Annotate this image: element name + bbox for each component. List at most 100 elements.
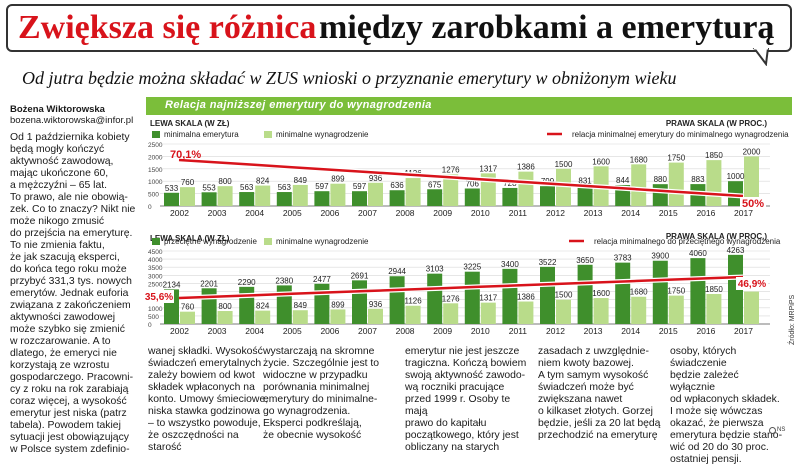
c2-bar-s2 [330,309,346,324]
c2-bar-s1 [352,280,367,324]
c2-x-label: 2010 [471,326,490,336]
c1-value-s2: 1276 [442,165,460,174]
c2-bar-s1 [314,283,330,324]
chart-header-bar [146,97,792,115]
chart1-right-axis-label: PRAWA SKALA (W PROC.) [666,119,768,128]
c2-bar-s2 [556,299,571,324]
author-name: Bożena Wiktorowska [10,104,105,115]
c2-x-label: 2004 [245,326,264,336]
article-column-4: emerytur nie jest jeszcze tragiczna. Koń… [405,346,527,453]
c2-bar-s2 [217,311,233,324]
c1-value-s2: 800 [218,177,232,186]
c1-bar-s2 [706,160,722,206]
c2-tick-label: 3500 [148,265,163,272]
c2-bar-s1 [464,271,480,324]
c2-bar-s1 [276,285,292,324]
c1-value-s1: 563 [240,183,254,192]
c1-value-s1: 706 [466,179,480,188]
c2-bar-s2 [518,301,534,324]
c2-value-s1: 4060 [689,249,707,258]
c2-bar-s2 [593,298,609,324]
c2-bar-s2 [744,291,759,324]
c2-tick-label: 4000 [148,257,163,264]
chart2-legend-swatch-2 [264,238,272,245]
c2-value-s1: 3650 [576,256,594,265]
c1-value-s1: 883 [691,175,705,184]
c1-bar-s2 [556,168,571,206]
ns-logo-icon [769,427,776,434]
title-box [6,4,792,52]
article-column-1: Od 1 października kobiety będą mogły koń… [10,132,136,455]
c1-x-label: 2006 [320,208,339,218]
c1-x-label: 2007 [358,208,377,218]
c2-value-s1: 2380 [275,276,293,285]
c2-tick-label: 0 [148,322,152,329]
c2-value-s2: 1276 [442,294,460,303]
source-note: Źródło: MRPiPS [789,294,796,345]
article-column-3: wystarczają na skromne życie. Szczególni… [263,346,380,441]
c2-bar-s1 [389,276,405,324]
chart-minimum-pension: LEWA SKALA (W ZŁ) PRAWA SKALA (W PROC.) … [148,119,789,218]
c1-bar-s1 [540,186,555,206]
c1-x-label: 2016 [696,208,715,218]
c2-x-label: 2017 [734,326,753,336]
c2-bar-s2 [631,296,647,324]
chart2-end-label-box [736,277,768,290]
c1-value-s1: 880 [654,175,668,184]
c1-x-label: 2014 [621,208,640,218]
c1-value-s2: 1317 [479,164,497,173]
chart2-start-label-box [144,290,174,303]
c2-value-s1: 2201 [200,279,218,288]
c2-tick-label: 500 [148,314,159,321]
c2-value-s2: 1680 [630,288,648,297]
chart2-legend-line: relacja minimalnego do przeciętnego wyna… [594,237,781,246]
c2-value-s2: 1500 [555,291,573,300]
c1-x-label: 2012 [546,208,565,218]
c2-bar-s2 [368,308,383,324]
c2-bar-s2 [706,293,722,324]
c2-bar-s1 [427,273,443,324]
headline-red: Zwiększa się różnica [18,9,317,46]
c2-x-label: 2011 [509,326,528,336]
c2-bar-s1 [652,260,668,324]
c1-value-s1: 597 [353,182,367,191]
c2-bar-s1 [690,258,706,324]
chart-average-wage: LEWA SKALA (W ZŁ) PRAWA SKALA (W PROC.) … [144,232,781,336]
subtitle: Od jutra będzie można składać w ZUS wnio… [22,68,677,88]
c2-value-s2: 936 [369,300,383,309]
c2-value-s2: 800 [218,302,232,311]
c1-bar-s1 [577,185,593,206]
chart1-legend-line: relacja minimalnej emerytury do minimaln… [572,130,789,139]
chart2-start-label: 35,6% [145,292,173,303]
c2-value-s1: 2944 [388,267,406,276]
c1-bar-s2 [443,174,459,206]
c1-bar-s1 [352,191,367,206]
c2-x-label: 2005 [283,326,302,336]
c1-value-s1: 533 [165,184,179,193]
c1-tick-label: 1500 [148,167,163,174]
c2-value-s2: 824 [256,302,270,311]
chart1-legend-swatch-1 [152,131,160,138]
c1-value-s2: 936 [369,174,383,183]
c2-bar-s1 [577,264,593,324]
c1-bar-s2 [330,183,346,206]
c1-value-s1: 675 [428,180,442,189]
c1-value-s2: 1850 [705,151,723,160]
c2-value-s2: 1317 [479,294,497,303]
article-column-2: wanej składki. Wysokość świadczeń emeryt… [148,346,269,453]
c2-x-label: 2006 [320,326,339,336]
author-email[interactable]: bozena.wiktorowska@infor.pl [10,115,134,126]
c1-bar-s2 [217,186,233,206]
c1-x-label: 2013 [584,208,603,218]
c2-value-s2: 1750 [667,287,685,296]
c1-bar-s1 [201,192,217,206]
c1-value-s1: 844 [616,176,630,185]
c2-bar-s1 [728,254,743,324]
c2-x-label: 2014 [621,326,640,336]
c1-bar-s2 [180,187,195,206]
c1-value-s1: 1000 [727,172,745,181]
c2-value-s1: 3900 [651,252,669,261]
chart1-end-label: 50% [742,198,764,210]
c2-bar-s1 [540,266,555,324]
c2-value-s1: 3400 [501,260,519,269]
